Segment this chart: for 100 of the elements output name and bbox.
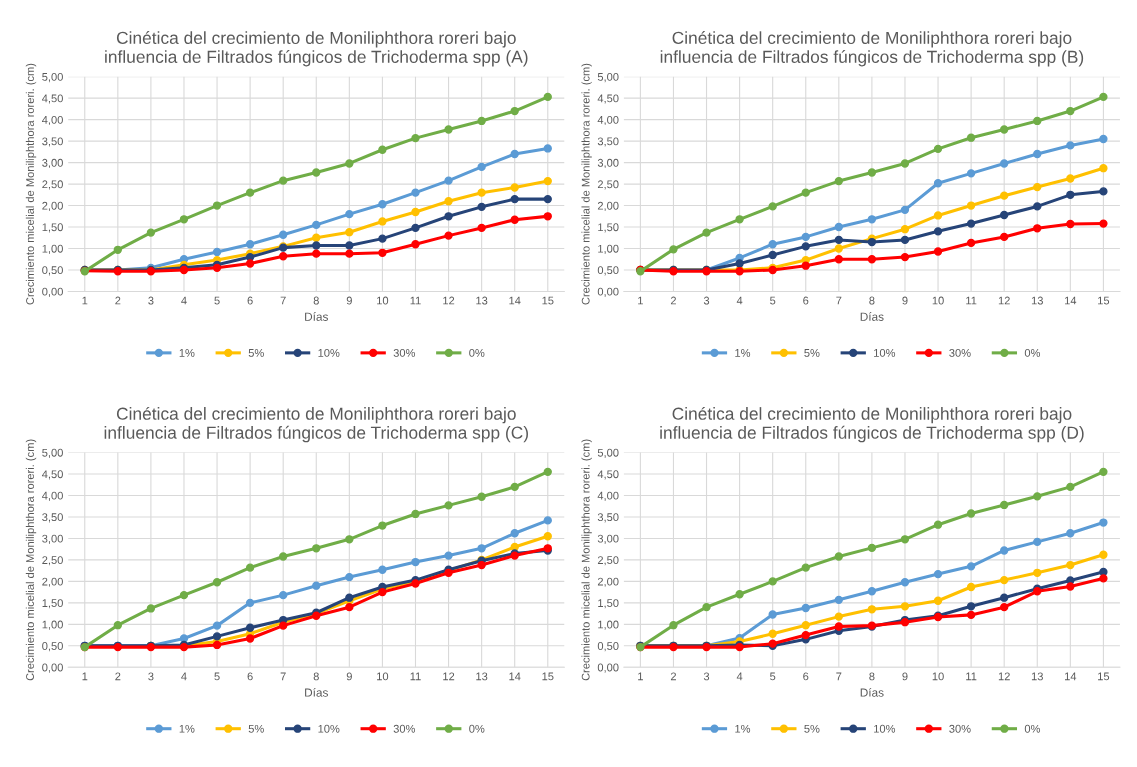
point [933,569,943,579]
y-tick-label: 3,00 [597,158,619,169]
point [900,535,910,544]
point [411,240,420,249]
x-tick-label: 7 [280,296,286,305]
point [834,612,843,621]
x-tick-label: 9 [346,296,352,305]
x-tick-label: 5 [770,672,776,681]
point [834,552,843,561]
point [834,595,843,605]
point [411,188,420,197]
y-tick-label: 2,00 [597,201,619,211]
point [113,245,122,254]
point [1099,550,1108,559]
point [966,219,976,228]
point [1000,575,1009,585]
point [378,145,387,154]
point [312,168,321,177]
x-tick-label: 10 [932,672,944,681]
y-tick-label: 0,00 [42,287,63,297]
point [510,215,519,224]
y-tick-label: 0,50 [597,642,619,652]
point [966,602,976,611]
legend-label: 10% [874,724,896,733]
y-tick-label: 4,50 [597,94,619,104]
point [279,252,288,261]
point [1000,191,1009,200]
point [212,640,222,650]
point [1033,224,1042,233]
x-tick-label: 8 [869,296,875,305]
point [477,162,486,172]
x-tick-label: 2 [670,296,676,305]
point [768,610,777,619]
legend-label: 1% [179,349,195,357]
point [378,248,387,257]
y-tick-label: 4,00 [41,491,63,501]
legend-label: 0% [1024,349,1041,357]
x-tick-label: 5 [214,672,220,681]
point [212,621,222,630]
point [378,234,387,243]
y-tick-label: 1,50 [598,223,619,233]
y-axis-title: Crecimiento micelial de Moniliphthora roreri. (cm) [25,439,37,681]
x-tick-label: 3 [703,672,710,681]
x-tick-label: 8 [869,672,875,681]
point [834,176,843,186]
point [312,249,321,258]
x-tick-label: 6 [803,296,809,305]
y-tick-label: 5,00 [597,448,619,458]
x-tick-label: 7 [836,296,842,305]
y-tick-label: 3,00 [42,534,63,544]
y-tick-label: 2,50 [42,556,63,566]
point [933,520,943,529]
x-tick-label: 2 [115,672,121,681]
x-tick-label: 3 [148,672,154,681]
point [378,200,387,209]
y-tick-label: 5,00 [42,72,63,83]
y-tick-label: 3,50 [597,137,619,147]
point [245,240,255,249]
x-tick-label: 6 [803,672,809,681]
point [444,125,453,134]
legend-label: 0% [469,724,485,733]
point [212,263,222,273]
point [510,106,519,116]
legend-label: 5% [248,724,264,733]
point [867,237,877,247]
point [312,544,321,553]
point [867,168,877,177]
point [1066,529,1075,538]
y-tick-label: 0,00 [597,287,619,297]
y-tick-label: 2,00 [42,201,63,211]
point [1000,602,1009,612]
x-tick-label: 1 [82,296,88,305]
point [801,232,810,242]
x-tick-label: 3 [703,296,710,305]
x-tick-label: 15 [542,672,554,681]
x-tick-label: 4 [181,296,187,305]
point [966,169,976,178]
point [477,223,486,233]
y-tick-label: 0,50 [42,266,63,276]
point [1033,202,1042,211]
y-tick-label: 1,00 [598,620,619,630]
point [933,179,943,188]
x-tick-label: 8 [313,296,319,305]
point [933,247,943,256]
point [801,603,810,613]
point [279,230,288,239]
point [900,252,910,262]
point [1066,582,1075,591]
point [1066,174,1075,183]
point [966,562,976,571]
point [345,602,354,612]
x-tick-label: 10 [377,296,389,305]
point [702,602,711,612]
point [900,602,910,611]
point [312,220,321,230]
point [510,194,519,204]
point [1033,537,1042,547]
legend-label: 5% [248,349,264,357]
x-tick-label: 7 [836,672,842,681]
y-tick-label: 0,50 [597,266,619,276]
